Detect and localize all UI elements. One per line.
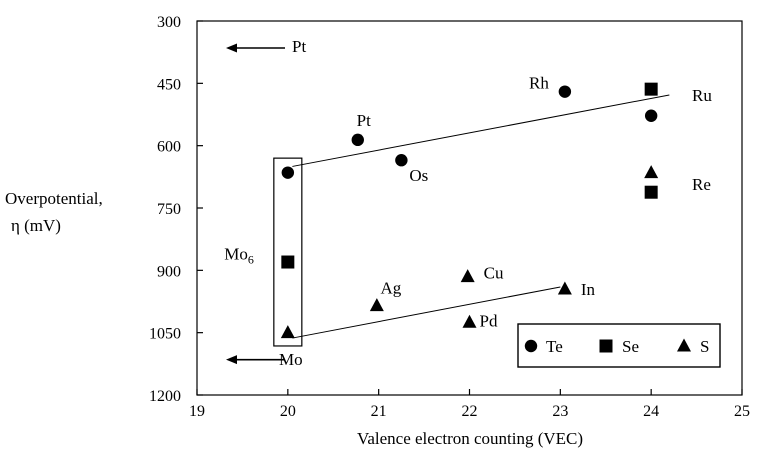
se-point: [644, 185, 658, 199]
s-point: [462, 314, 477, 328]
y-tick-label: 750: [157, 201, 181, 218]
annotation-label: Ru: [692, 86, 712, 105]
s-point: [644, 165, 659, 179]
se-point: [644, 82, 658, 96]
point-label: Pt: [357, 111, 371, 130]
annotation-label: Pt: [292, 37, 306, 56]
y-axis-title-line2: η (mV): [11, 216, 61, 235]
annotation-label: Mo: [279, 350, 303, 369]
legend-s-label: S: [700, 337, 709, 356]
legend-se-marker: [599, 339, 613, 353]
y-tick-label: 450: [157, 76, 181, 93]
legend: Te Se S: [517, 323, 721, 368]
legend-te-label: Te: [546, 337, 563, 356]
point-label: Ag: [380, 279, 401, 298]
te-point: [395, 154, 408, 167]
bracket-box: [273, 157, 303, 347]
point-label: Os: [409, 166, 428, 185]
te-point: [558, 85, 572, 98]
annotations: Ru Re Pt Mo Mo6: [224, 37, 712, 369]
x-tick-label: 19: [189, 403, 205, 420]
legend-se-label: Se: [622, 337, 639, 356]
limit-arrows: [226, 43, 285, 365]
se-point: [281, 255, 295, 269]
x-tick-label: 21: [371, 403, 387, 420]
x-tick-label: 23: [552, 403, 568, 420]
annotation-label: Mo6: [224, 245, 254, 267]
y-axis-title-line1: Overpotential,: [5, 189, 103, 208]
s-point: [460, 269, 475, 283]
s-point: [280, 325, 295, 339]
x-tick-label: 20: [280, 403, 296, 420]
y-tick-label: 900: [157, 263, 181, 280]
y-tick-label: 300: [157, 14, 181, 31]
legend-s-marker: [677, 338, 691, 352]
y-axis-ticks: 300 450 600 750 900 1050 1200: [149, 14, 203, 405]
point-label: Rh: [529, 74, 549, 93]
x-axis-ticks: 19 20 21 22 23 24 25: [189, 389, 750, 420]
s-point: [369, 298, 384, 312]
data-points: [280, 82, 659, 339]
point-label: Pd: [480, 311, 498, 330]
te-point: [351, 133, 364, 147]
point-label: Cu: [484, 264, 504, 283]
point-labels: Pt Os Rh Ag Cu Pd In: [357, 74, 596, 331]
mo6-bracket: [273, 157, 303, 347]
x-tick-label: 24: [643, 403, 659, 420]
x-tick-label: 22: [462, 403, 478, 420]
x-tick-label: 25: [734, 403, 750, 420]
annotation-label: Re: [692, 175, 711, 194]
legend-te-marker: [524, 339, 538, 353]
te-point: [281, 166, 295, 179]
arrow-head: [226, 355, 237, 365]
s-point: [557, 281, 572, 295]
fit-lines: [292, 94, 670, 339]
y-tick-label: 1200: [149, 388, 181, 405]
te-point: [644, 109, 658, 122]
point-label: In: [581, 280, 596, 299]
arrow-head: [226, 43, 237, 53]
x-axis-title: Valence electron counting (VEC): [357, 429, 583, 448]
trend-line: [292, 286, 561, 339]
trend-line: [292, 94, 670, 167]
annotation-subscript: 6: [248, 253, 254, 267]
y-tick-label: 1050: [149, 326, 181, 343]
y-tick-label: 600: [157, 139, 181, 156]
